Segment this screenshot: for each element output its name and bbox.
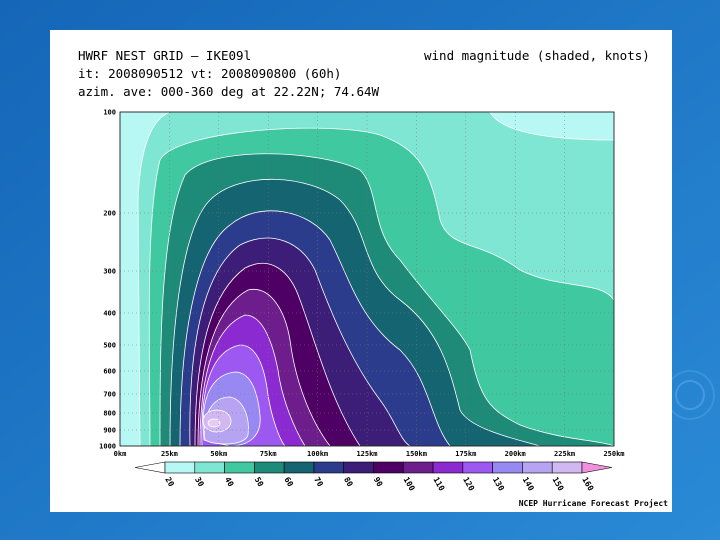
y-tick-label: 800: [103, 410, 116, 418]
x-tick-label: 175km: [455, 450, 476, 458]
colorbar-box: [283, 461, 315, 474]
x-tick-label: 200km: [505, 450, 526, 458]
x-tick-label: 125km: [356, 450, 377, 458]
colorbar-box: [254, 461, 285, 474]
x-tick-label: 25km: [161, 450, 178, 458]
y-tick-label: 900: [103, 427, 116, 435]
y-tick-label: 600: [103, 368, 116, 376]
colorbar-label: 20: [163, 476, 176, 489]
colorbar-box: [373, 461, 404, 474]
y-tick-label: 400: [103, 310, 116, 318]
x-tick-label: 50km: [210, 450, 227, 458]
x-tick-label: 0km: [114, 450, 127, 458]
x-tick-label: 250km: [603, 450, 624, 458]
ripple: [675, 380, 705, 410]
colorbar-label: 30: [193, 476, 206, 489]
colorbar-box: [194, 461, 225, 474]
y-tick-label: 300: [103, 268, 116, 276]
y-tick-label: 500: [103, 342, 116, 350]
colorbar-box: [343, 461, 374, 474]
footer: NCEP Hurricane Forecast Project: [519, 498, 668, 508]
plot-frame: [119, 111, 615, 447]
colorbar-box: [313, 461, 345, 474]
contour-band: [207, 418, 221, 428]
colorbar-box: [402, 461, 434, 474]
colorbar-label: 80: [342, 476, 355, 489]
header-line: HWRF NEST GRID — IKE09l: [78, 48, 251, 63]
header-line: azim. ave: 000-360 deg at 22.22N; 74.64W: [78, 84, 379, 99]
x-tick-label: 150km: [406, 450, 427, 458]
colorbar-box: [492, 461, 523, 474]
colorbar-box: [551, 461, 583, 474]
colorbar-box: [164, 461, 196, 474]
x-tick-label: 225km: [554, 450, 575, 458]
colorbar-label: 90: [372, 476, 385, 489]
y-tick-label: 200: [103, 210, 116, 218]
contours: [120, 112, 614, 446]
colorbar-label: 70: [312, 476, 325, 489]
colorbar-box: [522, 461, 553, 474]
header-right: wind magnitude (shaded, knots): [424, 48, 650, 63]
header-line: it: 2008090512 vt: 2008090800 (60h): [78, 66, 341, 81]
y-tick-label: 700: [103, 391, 116, 399]
colorbar-end: [581, 461, 613, 474]
y-tick-label: 1000: [99, 443, 116, 451]
colorbar-label: 60: [282, 476, 295, 489]
x-tick-label: 75km: [260, 450, 277, 458]
colorbar-box: [462, 461, 493, 474]
colorbar-box: [224, 461, 255, 474]
colorbar-label: 40: [223, 476, 236, 489]
x-tick-label: 100km: [307, 450, 328, 458]
y-tick-label: 100: [103, 109, 116, 117]
colorbar-box: [432, 461, 464, 474]
colorbar-label: 50: [253, 476, 266, 489]
